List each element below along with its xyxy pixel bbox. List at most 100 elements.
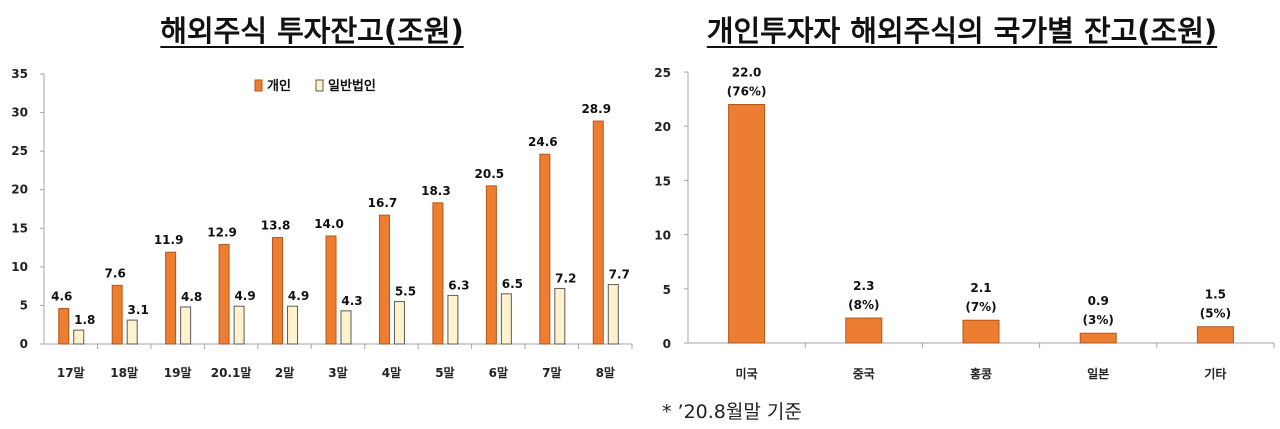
bar-corporate bbox=[447, 294, 459, 345]
data-label-corporate: 4.9 bbox=[288, 289, 309, 303]
left-x-tick-label: 8말 bbox=[596, 366, 615, 380]
right-x-tick-label: 기타 bbox=[1204, 366, 1226, 381]
data-label-share: (7%) bbox=[965, 300, 996, 314]
bar-individual bbox=[325, 235, 337, 345]
right-x-tick-label: 홍콩 bbox=[970, 366, 992, 381]
footnote: * ’20.8월말 기준 bbox=[662, 401, 802, 423]
data-label-corporate: 6.5 bbox=[502, 277, 523, 291]
left-y-tick-label: 0 bbox=[20, 337, 28, 351]
legend-label-individual: 개인 bbox=[267, 78, 291, 94]
bar-country bbox=[962, 319, 1000, 344]
left-y-tick-label: 30 bbox=[11, 106, 28, 120]
data-label-individual: 12.9 bbox=[207, 225, 237, 239]
bar-individual bbox=[485, 185, 497, 345]
left-x-tick-label: 3말 bbox=[328, 366, 347, 380]
bar-corporate bbox=[233, 305, 245, 345]
data-label-corporate: 4.9 bbox=[234, 289, 255, 303]
left-x-tick-label: 18말 bbox=[110, 366, 138, 380]
right-x-tick-label: 일본 bbox=[1087, 367, 1109, 381]
bar-corporate bbox=[607, 284, 619, 345]
data-label-value: 1.5 bbox=[1205, 288, 1226, 302]
right-y-tick-label: 10 bbox=[654, 229, 671, 243]
right-y-tick-label: 15 bbox=[654, 174, 671, 188]
legend-label-corporate: 일반법인 bbox=[328, 78, 376, 94]
left-y-tick-label: 25 bbox=[11, 144, 28, 158]
data-label-individual: 7.6 bbox=[105, 266, 126, 280]
left-x-tick-label: 20.1말 bbox=[211, 366, 252, 380]
left-chart-panel: 해외주식 투자잔고(조원) 0 5 10 15 20 25 30 35 17말 4.6 1.8 18말… bbox=[0, 8, 633, 380]
bar-individual bbox=[592, 120, 604, 345]
data-label-individual: 28.9 bbox=[581, 102, 611, 116]
bar-individual bbox=[218, 243, 230, 345]
bar-individual bbox=[111, 284, 123, 345]
bar-individual bbox=[272, 237, 284, 345]
data-label-individual: 16.7 bbox=[368, 196, 398, 210]
data-label-value: 2.1 bbox=[970, 281, 991, 295]
data-label-share: (76%) bbox=[727, 85, 767, 99]
data-label-share: (8%) bbox=[848, 298, 879, 312]
left-x-tick-label: 7말 bbox=[542, 366, 561, 380]
bar-country bbox=[845, 317, 883, 344]
right-x-tick-label: 미국 bbox=[736, 366, 758, 381]
legend-swatch-corporate bbox=[315, 79, 324, 92]
right-chart-panel: 개인투자자 해외주식의 국가별 잔고(조원) 0 5 10 15 20 25 미국 22.0 (… bbox=[640, 0, 1280, 429]
data-label-individual: 14.0 bbox=[314, 217, 344, 231]
right-y-tick-label: 5 bbox=[663, 283, 671, 297]
right-chart-title-text: 개인투자자 해외주식의 국가별 잔고(조원) bbox=[706, 14, 1218, 48]
bar-corporate bbox=[180, 306, 192, 345]
left-y-tick-label: 20 bbox=[11, 183, 28, 197]
data-label-individual: 4.6 bbox=[51, 290, 72, 304]
bar-country bbox=[728, 104, 766, 344]
data-label-corporate: 4.3 bbox=[341, 294, 362, 308]
data-label-individual: 24.6 bbox=[528, 135, 558, 149]
bar-country bbox=[1196, 326, 1234, 344]
data-label-individual: 20.5 bbox=[475, 167, 505, 181]
data-label-share: (3%) bbox=[1083, 313, 1114, 327]
data-label-corporate: 3.1 bbox=[128, 303, 149, 317]
left-chart-title: 해외주식 투자잔고(조원) bbox=[0, 8, 632, 50]
data-label-corporate: 7.7 bbox=[609, 268, 630, 282]
left-y-tick-label: 15 bbox=[11, 221, 28, 235]
right-y-tick-label: 20 bbox=[654, 120, 671, 134]
left-x-tick-label: 5말 bbox=[435, 366, 454, 380]
bar-individual bbox=[165, 251, 177, 345]
data-label-value: 0.9 bbox=[1088, 294, 1109, 308]
right-y-tick-label: 25 bbox=[654, 66, 671, 80]
data-label-value: 2.3 bbox=[853, 279, 874, 293]
right-x-tick-label: 중국 bbox=[853, 367, 875, 381]
data-label-individual: 18.3 bbox=[421, 184, 451, 198]
bar-individual bbox=[539, 153, 551, 345]
bar-corporate bbox=[393, 301, 405, 345]
bar-individual bbox=[432, 202, 444, 345]
data-label-individual: 11.9 bbox=[154, 233, 184, 247]
bar-corporate bbox=[73, 329, 85, 345]
legend-swatch-individual bbox=[254, 79, 263, 92]
data-label-corporate: 7.2 bbox=[555, 271, 576, 285]
right-chart-svg: 0 5 10 15 20 25 미국 22.0 (76%) 중국 2.3 (8%) 홍콩 2.1 (7%) 일… bbox=[654, 66, 1275, 381]
bar-individual bbox=[58, 308, 70, 345]
data-label-corporate: 6.3 bbox=[448, 278, 469, 292]
bar-country bbox=[1079, 332, 1117, 344]
left-x-tick-label: 4말 bbox=[382, 366, 401, 380]
bar-corporate bbox=[554, 287, 566, 345]
bar-corporate bbox=[340, 310, 352, 345]
bar-individual bbox=[378, 214, 390, 345]
data-label-corporate: 4.8 bbox=[181, 290, 202, 304]
right-chart-title: 개인투자자 해외주식의 국가별 잔고(조원) bbox=[642, 8, 1280, 50]
right-y-tick-label: 0 bbox=[663, 337, 671, 351]
bar-corporate bbox=[500, 293, 512, 345]
left-x-tick-label: 2말 bbox=[275, 366, 294, 380]
left-y-tick-label: 5 bbox=[20, 298, 28, 312]
data-label-corporate: 5.5 bbox=[395, 285, 416, 299]
data-label-value: 22.0 bbox=[732, 66, 762, 80]
bar-corporate bbox=[287, 305, 299, 345]
data-label-share: (5%) bbox=[1200, 307, 1231, 321]
left-y-tick-label: 35 bbox=[11, 67, 28, 81]
left-x-tick-label: 17말 bbox=[57, 366, 85, 380]
data-label-individual: 13.8 bbox=[261, 219, 291, 233]
left-x-tick-label: 19말 bbox=[164, 366, 192, 380]
data-label-corporate: 1.8 bbox=[74, 313, 95, 327]
left-chart-svg: 0 5 10 15 20 25 30 35 17말 4.61.8 18말 7.6 3.1 19말 11.9 4… bbox=[11, 67, 633, 380]
left-y-tick-label: 10 bbox=[11, 260, 28, 274]
left-chart-title-text: 해외주식 투자잔고(조원) bbox=[160, 14, 464, 48]
